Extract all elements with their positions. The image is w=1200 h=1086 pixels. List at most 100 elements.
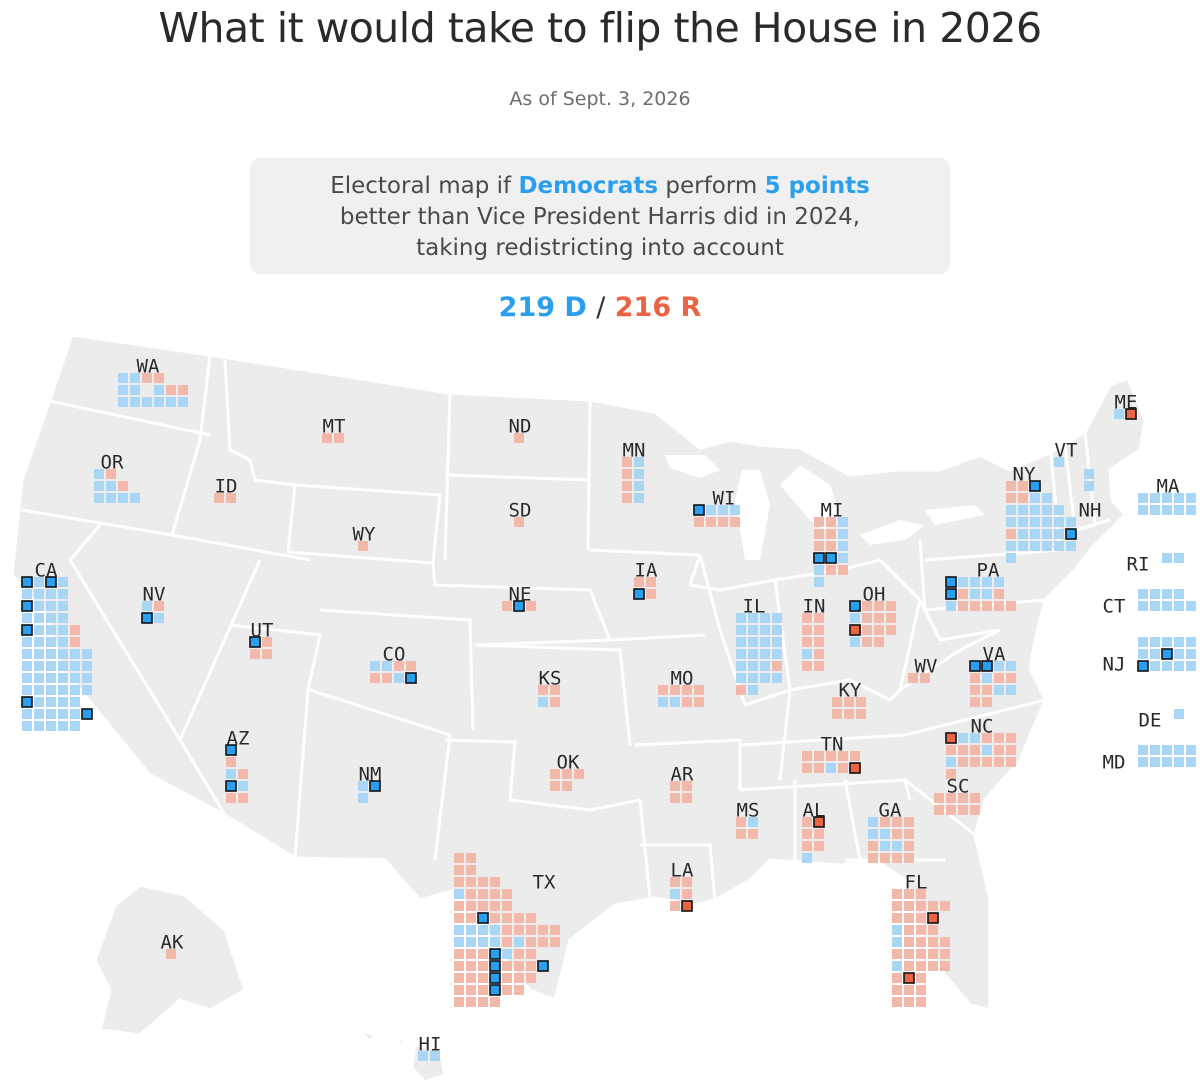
- district-tile-nj-dem-flip: [1161, 648, 1173, 660]
- district-tile-mi-rep: [826, 517, 836, 527]
- district-tile-nj-dem: [1150, 637, 1160, 647]
- district-tile-ca-rep: [70, 637, 80, 647]
- district-tile-az-rep: [226, 793, 236, 803]
- district-tile-ca-dem-flip: [21, 576, 33, 588]
- state-label-co: CO: [383, 644, 406, 666]
- district-tile-nj-dem: [1138, 649, 1148, 659]
- district-tile-tx-rep: [466, 877, 476, 887]
- district-tile-al-dem: [802, 853, 812, 863]
- district-tile-tx-rep: [466, 889, 476, 899]
- map-background: [10, 333, 1147, 1084]
- callout-text-1: Electoral map if: [330, 173, 519, 199]
- district-tile-co-dem-flip: [405, 672, 417, 684]
- district-tile-nj-dem: [1186, 661, 1196, 671]
- district-tile-la-rep: [670, 901, 680, 911]
- district-tile-ct-dem: [1162, 601, 1172, 611]
- district-tile-il-dem: [748, 673, 758, 683]
- district-tile-il-dem: [736, 673, 746, 683]
- district-tile-nj-dem: [1186, 649, 1196, 659]
- district-tile-ca-dem: [46, 685, 56, 695]
- district-tile-il-dem: [760, 637, 770, 647]
- district-tile-co-rep: [370, 673, 380, 683]
- district-tile-md-dem: [1150, 745, 1160, 755]
- district-tile-il-dem: [748, 613, 758, 623]
- district-tile-oh-rep: [886, 601, 896, 611]
- state-label-nm: NM: [359, 764, 382, 786]
- state-label-nj: NJ: [1103, 654, 1126, 676]
- district-tile-ca-dem: [58, 613, 68, 623]
- district-tile-co-dem: [394, 673, 404, 683]
- district-tile-il-dem: [748, 637, 758, 647]
- district-tile-ms-rep: [748, 829, 758, 839]
- state-label-mi: MI: [821, 500, 844, 522]
- district-tile-pa-rep: [994, 601, 1004, 611]
- district-tile-ky-rep: [844, 709, 854, 719]
- district-tile-oh-rep: [862, 637, 872, 647]
- district-tile-mi-dem: [814, 565, 824, 575]
- district-tile-ca-dem: [46, 721, 56, 731]
- district-tile-nj-dem-flip: [1137, 660, 1149, 672]
- district-tile-ky-rep: [856, 697, 866, 707]
- district-tile-mi-dem-flip: [813, 552, 825, 564]
- district-tile-mo-rep: [658, 685, 668, 695]
- district-tile-md-dem: [1162, 745, 1172, 755]
- district-tile-fl-rep: [928, 961, 938, 971]
- district-tile-il-dem: [748, 685, 758, 695]
- state-label-me: ME: [1115, 392, 1138, 414]
- district-tile-mi-dem: [814, 577, 824, 587]
- district-tile-az-dem-flip: [225, 744, 237, 756]
- seat-tally: 219 D / 216 R: [0, 292, 1200, 323]
- district-tile-fl-rep: [904, 901, 914, 911]
- district-tile-tn-rep: [838, 763, 848, 773]
- district-tile-wi-rep: [730, 517, 740, 527]
- district-tile-fl-rep: [904, 997, 914, 1007]
- district-tile-ca-dem: [46, 637, 56, 647]
- district-tile-nj-dem: [1174, 661, 1184, 671]
- district-tile-nj-dem: [1174, 649, 1184, 659]
- district-tile-fl-rep: [904, 949, 914, 959]
- district-tile-az-rep: [226, 757, 236, 767]
- district-tile-fl-dem: [892, 961, 902, 971]
- great-lakes: [665, 455, 985, 560]
- district-tile-ca-dem: [34, 673, 44, 683]
- district-tile-pa-dem: [982, 577, 992, 587]
- district-tile-ga-rep: [868, 841, 878, 851]
- district-tile-il-dem: [736, 637, 746, 647]
- district-tile-wi-dem: [730, 505, 740, 515]
- state-label-ky: KY: [839, 680, 862, 702]
- district-tile-fl-rep: [940, 949, 950, 959]
- district-tile-il-dem: [772, 649, 782, 659]
- district-tile-il-dem: [736, 625, 746, 635]
- district-tile-pa-rep: [982, 601, 992, 611]
- district-tile-ny-dem: [1030, 517, 1040, 527]
- district-tile-az-dem: [226, 769, 236, 779]
- district-tile-ny-dem: [1042, 505, 1052, 515]
- district-tile-mi-rep: [838, 565, 848, 575]
- district-tile-mn-dem: [634, 493, 644, 503]
- district-tile-tx-rep: [466, 913, 476, 923]
- district-tile-tx-dem: [478, 925, 488, 935]
- district-tile-tx-rep: [490, 877, 500, 887]
- district-tile-sc-rep: [970, 793, 980, 803]
- state-label-ny: NY: [1013, 464, 1036, 486]
- district-tile-md-dem: [1186, 757, 1196, 767]
- district-tile-in-rep: [814, 649, 824, 659]
- district-tile-nc-rep: [1006, 745, 1016, 755]
- district-tile-wi-rep: [718, 517, 728, 527]
- district-tile-mi-rep: [814, 541, 824, 551]
- district-tile-ga-rep: [904, 829, 914, 839]
- district-tile-tx-rep: [514, 973, 524, 983]
- district-tile-il-dem: [748, 661, 758, 671]
- district-tile-il-dem: [760, 649, 770, 659]
- district-tile-pa-dem-flip: [945, 576, 957, 588]
- district-tile-ca-dem: [82, 673, 92, 683]
- district-tile-ca-dem-flip: [21, 624, 33, 636]
- district-tile-or-dem: [94, 469, 104, 479]
- district-tile-nc-rep: [946, 769, 956, 779]
- district-tile-mt-rep: [322, 433, 332, 443]
- district-tile-al-rep: [802, 841, 812, 851]
- district-tile-wa-rep: [154, 373, 164, 383]
- district-tile-az-rep: [238, 769, 248, 779]
- district-tile-ct-dem: [1186, 601, 1196, 611]
- district-tile-tx-rep: [514, 913, 524, 923]
